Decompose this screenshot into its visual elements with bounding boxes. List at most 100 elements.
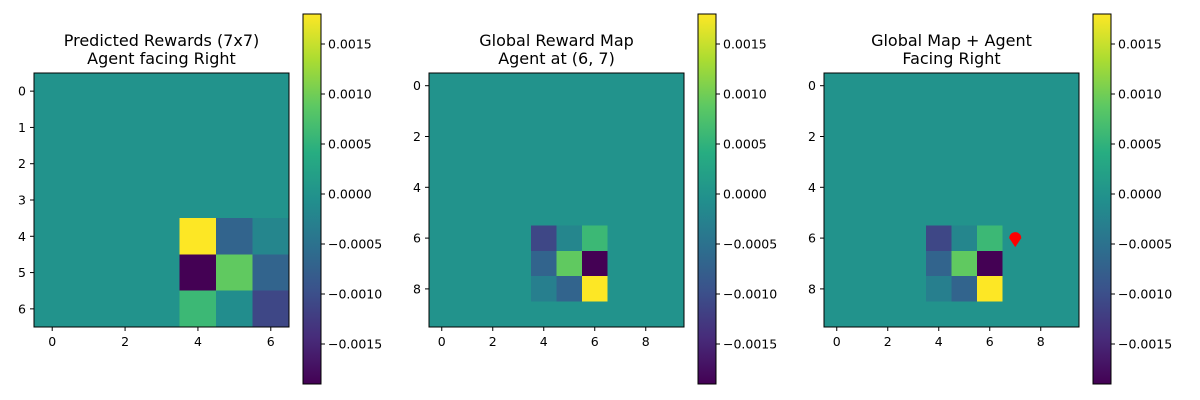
colorbar-tick-label: 0.0005 (328, 137, 372, 152)
heatmap-cell (505, 149, 532, 176)
heatmap-cell (633, 301, 659, 328)
heatmap-cell (505, 174, 532, 201)
heatmap-cell (977, 149, 1003, 176)
heatmap-cell (1028, 149, 1054, 176)
heatmap-cell (875, 200, 901, 226)
heatmap-cell (875, 225, 901, 252)
heatmap-cell (900, 123, 927, 150)
heatmap-cell (582, 200, 608, 226)
heatmap-cell (875, 123, 901, 150)
heatmap-cell (216, 290, 254, 328)
heatmap-cell (633, 174, 659, 201)
heatmap-cell (926, 200, 952, 226)
heatmap-cell (70, 109, 108, 147)
x-tick-label: 8 (642, 334, 650, 349)
heatmap-cell (505, 200, 532, 226)
y-tick-label: 8 (808, 281, 816, 296)
heatmap-cell (531, 123, 557, 150)
heatmap-cell (34, 145, 71, 183)
heatmap-cell (252, 218, 290, 255)
heatmap-cell (1053, 73, 1080, 99)
heatmap-cell (875, 149, 901, 176)
heatmap-cell (34, 181, 71, 219)
heatmap-cell (1053, 301, 1080, 328)
heatmap-cell (900, 250, 927, 277)
heatmap-cell (875, 98, 901, 125)
heatmap-cell (582, 250, 608, 277)
heatmap-cell (977, 276, 1003, 303)
heatmap-cells (824, 73, 1080, 328)
heatmap-cell (252, 73, 290, 110)
heatmap-cell (926, 123, 952, 150)
heatmap-cell (900, 301, 927, 328)
heatmap-cell (849, 123, 876, 150)
heatmap-cell (1002, 73, 1029, 99)
heatmap-cell (216, 181, 254, 219)
heatmap-cell (900, 225, 927, 252)
heatmap-cell (70, 73, 108, 110)
heatmap-cell (977, 200, 1003, 226)
heatmap-cell (951, 174, 978, 201)
heatmap-cell (556, 225, 583, 252)
heatmap-cell (454, 73, 481, 99)
heatmap-cell (582, 174, 608, 201)
heatmap-cell (875, 174, 901, 201)
heatmap-cell (900, 98, 927, 125)
y-tick-label: 6 (808, 231, 816, 246)
y-tick-label: 4 (808, 180, 816, 195)
heatmap-cell (143, 254, 181, 292)
heatmap-cell (633, 276, 659, 303)
heatmap-cell (1002, 276, 1029, 303)
axes-frame (823, 72, 1080, 328)
heatmap-cell (480, 123, 506, 150)
x-tick-label: 4 (935, 334, 943, 349)
heatmap-cell (179, 73, 217, 110)
heatmap-cell (607, 174, 634, 201)
heatmap-cell (480, 174, 506, 201)
colorbar-tick-label: 0.0000 (723, 187, 767, 202)
heatmap-cell (926, 98, 952, 125)
heatmap-cell (1002, 301, 1029, 328)
heatmap-cell (179, 181, 217, 219)
heatmap-cell (607, 250, 634, 277)
heatmap-cell (480, 225, 506, 252)
heatmap-cell (34, 109, 71, 147)
heatmap-cell (179, 290, 217, 328)
heatmap-cell (143, 73, 181, 110)
heatmap-cell (480, 200, 506, 226)
colorbar-frame (1092, 13, 1112, 385)
agent-marker (1009, 232, 1022, 248)
heatmap-cell (926, 225, 952, 252)
heatmap-cell (531, 301, 557, 328)
heatmap-cell (429, 174, 455, 201)
heatmap-cell (926, 301, 952, 328)
heatmap-cell (505, 123, 532, 150)
heatmap-cell (658, 98, 685, 125)
heatmap-cell (1002, 98, 1029, 125)
heatmap-cell (216, 254, 254, 292)
heatmap-cell (1002, 200, 1029, 226)
heatmap-cell (556, 123, 583, 150)
heatmap-cell (633, 98, 659, 125)
heatmap-cell (951, 301, 978, 328)
y-tick-label: 6 (413, 231, 421, 246)
heatmap-cell (875, 250, 901, 277)
heatmap-cell (216, 73, 254, 110)
colorbar-tick-label: 0.0005 (1118, 137, 1162, 152)
heatmap-cell (216, 218, 254, 255)
colorbar-tick-label: −0.0010 (1118, 287, 1172, 302)
heatmap-cell (480, 276, 506, 303)
heatmap-cell (179, 145, 217, 183)
heatmap-cell (926, 250, 952, 277)
colorbar (303, 14, 321, 384)
chart-title-line: Global Map + Agent (871, 31, 1032, 50)
heatmap-cell (531, 200, 557, 226)
heatmap-cell (34, 290, 71, 328)
heatmap-cell (951, 73, 978, 99)
heatmap-cell (1002, 250, 1029, 277)
heatmap-cell (633, 225, 659, 252)
colorbar-tick-label: 0.0010 (1118, 87, 1162, 102)
x-tick-label: 0 (48, 334, 56, 349)
heatmap-cell (429, 276, 455, 303)
